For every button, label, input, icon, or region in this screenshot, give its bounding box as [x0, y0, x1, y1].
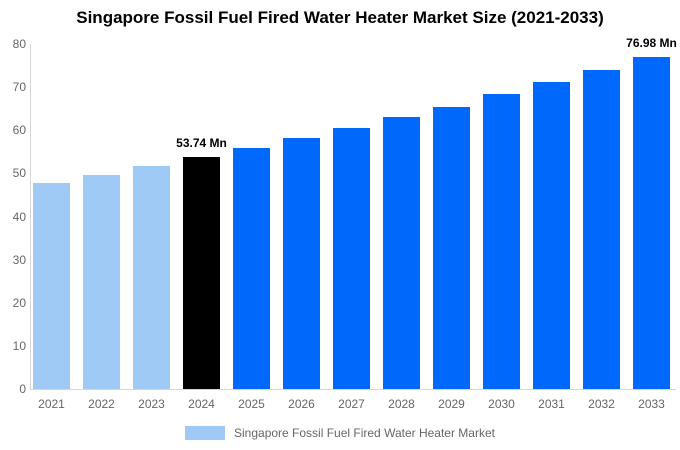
bar-slot-2031	[533, 44, 570, 389]
x-axis-line	[30, 389, 676, 390]
bar-slot-2023	[133, 44, 170, 389]
x-axis-labels: 2021 2022 2023 2024 2025 2026 2027 2028 2029 2030…	[33, 397, 670, 411]
y-tick-label-0: 0	[19, 382, 26, 396]
bar-slot-2021	[33, 44, 70, 389]
bar-2031	[533, 81, 570, 389]
y-tick-label-60: 60	[12, 123, 26, 138]
bar-2027	[333, 128, 370, 389]
x-tick-label-2032: 2032	[588, 397, 615, 411]
bar-2021	[33, 183, 70, 389]
bar-slot-2026	[283, 44, 320, 389]
legend-swatch-icon	[185, 426, 225, 440]
x-tick-label-2031: 2031	[538, 397, 565, 411]
bar-2028	[383, 116, 420, 389]
bar-slot-2027	[333, 44, 370, 389]
y-tick-label-70: 70	[12, 80, 26, 95]
x-tick-label-2021: 2021	[38, 397, 65, 411]
x-tick-label-2023: 2023	[138, 397, 165, 411]
bar-slot-2024: 53.74 Mn	[176, 44, 227, 389]
x-tick-label-2029: 2029	[438, 397, 465, 411]
bar-2030	[483, 94, 520, 389]
bar-2033	[633, 57, 670, 389]
bar-2026	[283, 138, 320, 389]
y-tick-label-80: 80	[12, 37, 26, 51]
plot-area: 53.74 Mn 76.98 Mn	[33, 36, 677, 389]
x-tick-label-2025: 2025	[238, 397, 265, 411]
x-tick-label-2028: 2028	[388, 397, 415, 411]
y-tick-label-50: 50	[12, 166, 26, 181]
x-tick-label-2024: 2024	[188, 397, 215, 411]
x-tick-label-2033: 2033	[638, 397, 665, 411]
legend: Singapore Fossil Fuel Fired Water Heater…	[0, 426, 680, 440]
y-tick-label-10: 10	[12, 338, 26, 353]
bar-slot-2033: 76.98 Mn	[626, 36, 677, 389]
bar-value-label-2033: 76.98 Mn	[626, 36, 677, 51]
x-tick-label-2022: 2022	[88, 397, 115, 411]
bar-value-label-2024: 53.74 Mn	[176, 136, 227, 151]
bar-2022	[83, 175, 120, 389]
bar-slot-2028	[383, 44, 420, 389]
bar-2024	[183, 157, 220, 389]
bar-slot-2029	[433, 44, 470, 389]
x-tick-label-2027: 2027	[338, 397, 365, 411]
y-axis-labels: 0 10 20 30 40 50 60 70 80	[0, 38, 26, 395]
bar-slot-2030	[483, 44, 520, 389]
bar-slot-2032	[583, 44, 620, 389]
legend-label: Singapore Fossil Fuel Fired Water Heater…	[234, 426, 495, 440]
y-axis-line	[30, 44, 31, 389]
legend-item[interactable]: Singapore Fossil Fuel Fired Water Heater…	[185, 426, 495, 440]
y-tick-label-30: 30	[12, 252, 26, 267]
bar-2025	[233, 147, 270, 389]
chart-title: Singapore Fossil Fuel Fired Water Heater…	[76, 8, 604, 27]
x-tick-label-2026: 2026	[288, 397, 315, 411]
bar-slot-2022	[83, 44, 120, 389]
x-tick-label-2030: 2030	[488, 397, 515, 411]
bar-2023	[133, 166, 170, 389]
bar-2032	[583, 69, 620, 389]
y-tick-label-20: 20	[12, 295, 26, 310]
y-tick-label-40: 40	[12, 209, 26, 224]
bar-slot-2025	[233, 44, 270, 389]
bar-2029	[433, 106, 470, 389]
